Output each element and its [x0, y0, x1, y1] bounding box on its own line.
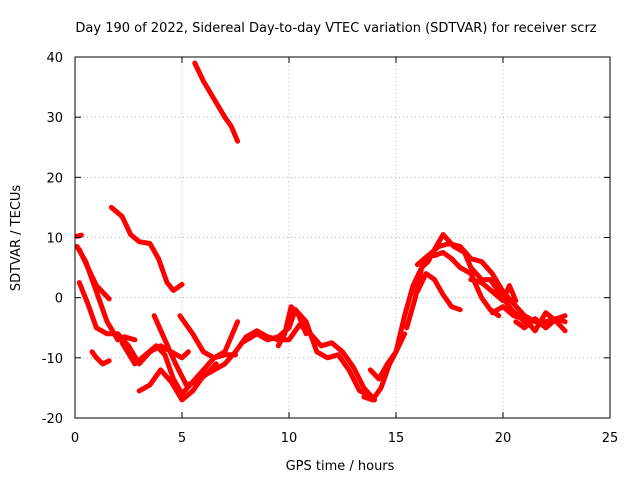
- series-line-arc-11: [177, 313, 238, 361]
- x-axis-label: GPS time / hours: [286, 459, 395, 474]
- y-tick-label: -10: [42, 352, 63, 367]
- y-tick-label: 20: [46, 171, 63, 186]
- x-tick-label: 10: [281, 431, 298, 446]
- series-line-arc-10: [151, 313, 219, 388]
- series-line-arc-21: [468, 277, 519, 304]
- series-line-arc-20: [414, 271, 463, 313]
- series-line-arc-7: [89, 349, 112, 367]
- y-tick-label: 40: [46, 51, 63, 66]
- series-line-arc-6: [74, 232, 84, 239]
- series-line-arc-5: [76, 247, 112, 302]
- series-line-arc-2: [108, 204, 185, 293]
- x-tick-label: 25: [602, 431, 619, 446]
- x-tick-label: 15: [388, 431, 405, 446]
- y-tick-label: 30: [46, 111, 63, 126]
- series-line-arc-14: [275, 304, 309, 349]
- x-tick-label: 0: [71, 431, 79, 446]
- y-axis-label: SDTVAR / TECUs: [9, 185, 24, 292]
- y-tick-label: 0: [55, 292, 63, 307]
- x-tick-label: 20: [495, 431, 512, 446]
- series-line-arc-13: [239, 307, 369, 397]
- y-tick-label: -20: [42, 412, 63, 427]
- series-line-arc-9: [136, 349, 238, 403]
- series-line-arc-23: [513, 313, 568, 331]
- series-layer: [74, 60, 568, 403]
- tick-layer: 0 5 10 15 20 25 -20 -10 0 10 20 30 40: [42, 51, 619, 446]
- x-tick-label: 5: [178, 431, 186, 446]
- series-line-arc-1: [192, 60, 241, 144]
- y-tick-label: 10: [46, 232, 63, 247]
- chart-title: Day 190 of 2022, Sidereal Day-to-day VTE…: [75, 21, 596, 36]
- series-line-arc-18: [404, 250, 502, 331]
